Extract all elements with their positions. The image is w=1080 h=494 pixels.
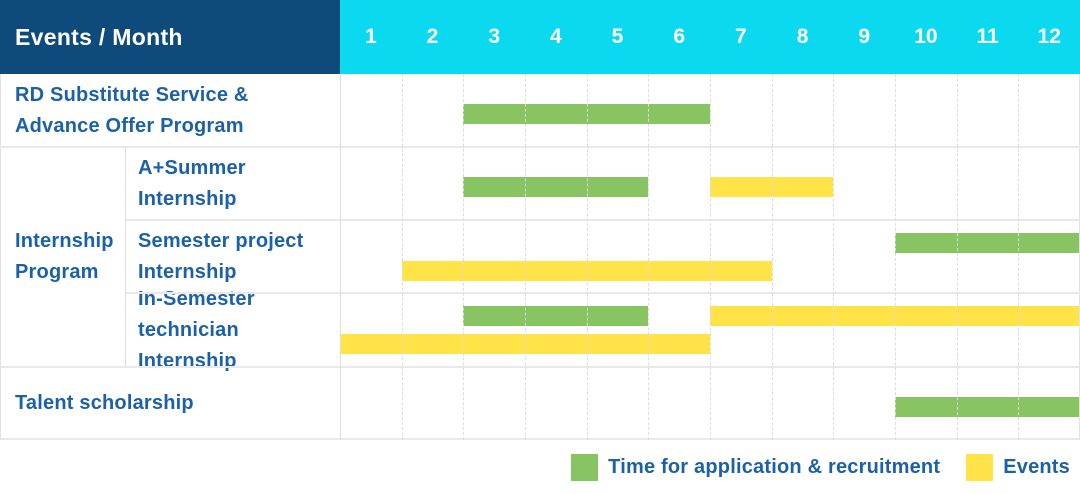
row-label-0: RD Substitute Service & Advance Offer Pr… bbox=[15, 83, 249, 137]
group-label-internship-program: Internship Program bbox=[15, 230, 114, 283]
table-header-row: Events / Month 1 2 3 4 5 6 7 8 9 10 11 12 bbox=[0, 0, 1080, 74]
month-header-7: 7 bbox=[735, 25, 747, 48]
row-divider bbox=[125, 292, 1080, 294]
month-header-1: 1 bbox=[364, 25, 377, 48]
month-gridline bbox=[525, 74, 526, 440]
row-divider bbox=[125, 219, 1080, 221]
events-month-header-cell: Events / Month bbox=[0, 0, 340, 74]
month-gridline bbox=[771, 74, 773, 440]
row-divider bbox=[0, 366, 1080, 368]
recruitment-color-swatch bbox=[571, 453, 599, 481]
table-title: Events / Month bbox=[15, 23, 183, 50]
schedule-gantt-table: Events / Month 1 2 3 4 5 6 7 8 9 10 11 12 RD Substi… bbox=[0, 0, 1080, 440]
month-header-12: 12 bbox=[1037, 25, 1061, 48]
table-bottom-border bbox=[0, 438, 1080, 440]
month-gridline bbox=[648, 74, 650, 440]
month-gridline bbox=[401, 74, 403, 440]
legend: Time for application & recruitment Event… bbox=[0, 440, 1080, 494]
gantt-bar-recruitment bbox=[895, 397, 1080, 417]
label-chart-divider bbox=[340, 74, 341, 440]
gantt-bar-recruitment bbox=[463, 177, 649, 197]
group-sub-divider bbox=[125, 147, 126, 367]
month-header-9: 9 bbox=[858, 25, 871, 48]
row-label-1: A+Summer Internship bbox=[138, 156, 246, 210]
legend-item-events: Events bbox=[966, 453, 1070, 481]
row-label-3: In-Semester technician Internship bbox=[138, 287, 255, 372]
month-header-10: 10 bbox=[914, 25, 938, 48]
legend-label-events: Events bbox=[1003, 455, 1070, 478]
row-label-2: Semester project Internship bbox=[138, 229, 304, 283]
row-divider bbox=[0, 146, 1080, 148]
month-gridline bbox=[586, 74, 588, 440]
month-header-2: 2 bbox=[426, 25, 439, 48]
month-header-5: 5 bbox=[611, 25, 624, 48]
month-gridline bbox=[463, 74, 465, 440]
month-header-6: 6 bbox=[673, 25, 686, 48]
month-gridline bbox=[895, 74, 896, 440]
month-gridline bbox=[710, 74, 711, 440]
month-header-11: 11 bbox=[976, 25, 999, 48]
month-header-3: 3 bbox=[488, 25, 501, 48]
month-header-4: 4 bbox=[550, 25, 562, 48]
month-header-row: 1 2 3 4 5 6 7 8 9 10 11 12 bbox=[340, 0, 1080, 74]
month-header-8: 8 bbox=[796, 25, 809, 48]
legend-label-recruitment: Time for application & recruitment bbox=[608, 455, 941, 478]
legend-item-recruitment: Time for application & recruitment bbox=[571, 453, 941, 481]
gantt-bar-recruitment bbox=[463, 306, 649, 326]
month-gridline bbox=[956, 74, 958, 440]
table-left-border bbox=[0, 74, 1, 440]
month-gridline bbox=[833, 74, 835, 440]
gantt-bar-recruitment bbox=[895, 233, 1080, 253]
row-label-4: Talent scholarship bbox=[15, 392, 194, 414]
events-color-swatch bbox=[966, 453, 994, 481]
month-gridline bbox=[1018, 74, 1020, 440]
